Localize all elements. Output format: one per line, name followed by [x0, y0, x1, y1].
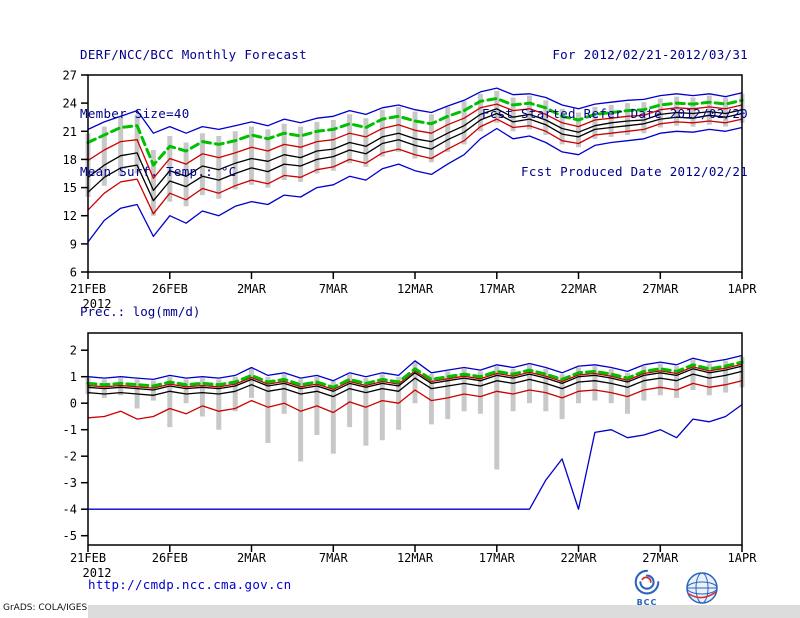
y-tick-label: -1 — [63, 423, 77, 437]
y-tick-label: 0 — [70, 397, 77, 411]
bcc-logo-label: BCC — [636, 598, 658, 607]
x-tick-label: 21FEB — [70, 282, 106, 296]
header-left: DERF/NCC/BCC Monthly Forecast Member Siz… — [80, 6, 307, 221]
x-tick-label: 26FEB — [152, 282, 188, 296]
y-tick-label: -5 — [63, 529, 77, 543]
series-ensemble-mean — [86, 360, 744, 389]
x-tick-label: 12MAR — [397, 282, 434, 296]
cma-globe-logo — [682, 568, 722, 608]
series-mean-minus-std — [87, 118, 743, 215]
grads-stamp: GrADS: COLA/IGES — [3, 603, 88, 613]
series-ensemble-mean — [86, 97, 744, 167]
series-upper-median — [87, 108, 743, 192]
bottom-strip — [88, 605, 800, 618]
header-right: For 2012/02/21-2012/03/31 Fcst Started R… — [482, 6, 748, 221]
x-tick-label: 22MAR — [560, 551, 597, 565]
series-upper-median — [87, 365, 743, 392]
y-tick-label: 18 — [63, 153, 77, 167]
series-ensemble-min — [87, 403, 743, 510]
x-tick-label: 7MAR — [319, 282, 349, 296]
x-tick-label: 21FEB — [70, 551, 106, 565]
footer-logos: BCC — [628, 568, 722, 608]
x-tick-label: 22MAR — [560, 282, 597, 296]
globe-icon — [686, 572, 718, 604]
prec-chart-title: Prec.: log(mm/d) — [80, 304, 201, 319]
x-tick-label: 27MAR — [642, 551, 679, 565]
y-tick-label: -2 — [63, 450, 77, 464]
x-tick-label: 27MAR — [642, 282, 679, 296]
year-label: 2012 — [83, 566, 112, 580]
series-lower-median — [87, 370, 743, 398]
x-tick-label: 12MAR — [397, 551, 434, 565]
x-tick-label: 17MAR — [479, 282, 516, 296]
x-tick-label: 2MAR — [237, 282, 267, 296]
bcc-logo: BCC — [628, 568, 666, 607]
y-tick-label: 9 — [70, 237, 77, 251]
x-tick-label: 7MAR — [319, 551, 349, 565]
year-label: 2012 — [83, 297, 112, 311]
y-tick-label: -4 — [63, 503, 77, 517]
series-lower-median — [87, 112, 743, 202]
y-tick-label: 6 — [70, 266, 77, 280]
y-tick-label: -3 — [63, 476, 77, 490]
y-tick-label: 1 — [70, 370, 77, 384]
x-tick-label: 2MAR — [237, 551, 267, 565]
app-title: DERF/NCC/BCC Monthly Forecast — [80, 47, 307, 62]
series-mean-plus-std — [87, 363, 743, 391]
bcc-swirl-icon — [634, 569, 660, 595]
series-ensemble-min — [87, 126, 743, 243]
y-tick-label: 15 — [63, 181, 77, 195]
temp-chart-title: Mean Surf. Temp.: °C — [80, 164, 237, 179]
y-tick-label: 2 — [70, 344, 77, 358]
y-tick-label: 24 — [63, 97, 77, 111]
y-tick-label: 12 — [63, 209, 77, 223]
fcst-start-date-label: Fcst Started Refer Date 2012/02/20 — [481, 105, 748, 121]
fcst-produced-date-label: Fcst Produced Date 2012/02/21 — [521, 164, 748, 179]
x-tick-label: 1APR — [728, 282, 758, 296]
website-link[interactable]: http://cmdp.ncc.cma.gov.cn — [88, 577, 292, 592]
series-mean-minus-std — [87, 380, 743, 420]
series-mean-plus-std — [87, 103, 743, 179]
x-tick-label: 17MAR — [479, 551, 516, 565]
series-ensemble-max — [87, 87, 743, 134]
series-ensemble-max — [87, 354, 743, 382]
y-tick-label: 27 — [63, 69, 77, 83]
x-tick-label: 1APR — [728, 551, 758, 565]
forecast-range-label: For 2012/02/21-2012/03/31 — [552, 47, 748, 62]
member-size-label: Member Size=40 — [80, 105, 190, 121]
x-tick-label: 26FEB — [152, 551, 188, 565]
y-tick-label: 21 — [63, 125, 77, 139]
